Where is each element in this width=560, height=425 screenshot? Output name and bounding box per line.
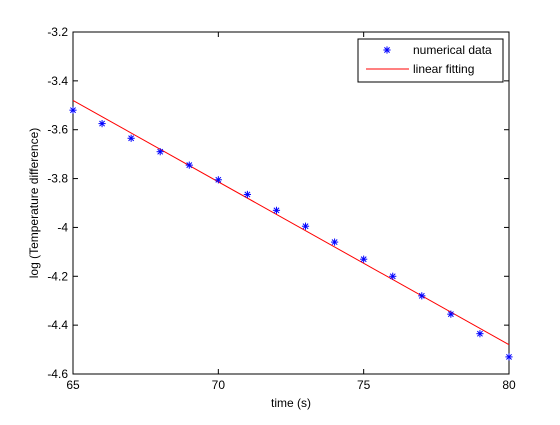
- data-point: [447, 310, 455, 318]
- x-axis-label: time (s): [271, 396, 311, 410]
- data-point: [214, 176, 222, 184]
- asterisk-stroke: [128, 135, 135, 142]
- legend: numerical data linear fitting: [357, 38, 504, 83]
- asterisk-stroke: [186, 162, 193, 169]
- chart-marks: [69, 99, 513, 361]
- plot-area: [72, 31, 510, 375]
- data-point: [476, 330, 484, 338]
- data-point: [127, 134, 135, 142]
- data-point: [505, 353, 513, 361]
- asterisk-stroke: [302, 223, 309, 230]
- legend-marker-numerical-data: [383, 46, 391, 54]
- asterisk-stroke: [447, 311, 454, 318]
- data-point: [389, 272, 397, 280]
- x-tick-label: 80: [502, 378, 516, 392]
- asterisk-stroke: [70, 107, 76, 114]
- y-tick-label: -3.4: [47, 74, 68, 88]
- data-point: [301, 222, 310, 230]
- asterisk-stroke: [215, 176, 222, 183]
- asterisk-stroke: [506, 353, 512, 360]
- y-tick-label: -3.2: [47, 25, 68, 39]
- data-point: [185, 161, 193, 169]
- axis-ticks: 65 70 75 80 -3.2 -3.4 -3.6 -3.8 -4 -4.2 -4.4 -4.6: [47, 25, 516, 392]
- x-tick-label: 65: [66, 378, 80, 392]
- data-point: [272, 206, 281, 214]
- y-tick-label: -4.4: [47, 318, 68, 332]
- asterisk-stroke: [244, 191, 251, 198]
- legend-label: linear fitting: [413, 62, 474, 76]
- data-point: [360, 255, 368, 263]
- x-tick-label: 70: [212, 378, 226, 392]
- asterisk-stroke: [157, 148, 164, 155]
- asterisk-stroke: [99, 120, 106, 127]
- fit-line: [72, 99, 510, 346]
- data-point: [418, 292, 426, 300]
- asterisk-stroke: [331, 239, 338, 246]
- asterisk-stroke: [389, 273, 396, 280]
- data-point: [331, 238, 339, 246]
- asterisk-stroke: [476, 330, 483, 337]
- y-tick-label: -4.2: [47, 269, 68, 283]
- x-tick-label: 75: [357, 378, 371, 392]
- legend-box: [357, 38, 504, 83]
- data-point: [69, 106, 77, 114]
- asterisk-stroke: [384, 47, 390, 53]
- asterisk-stroke: [360, 256, 367, 263]
- y-tick-label: -3.8: [47, 172, 68, 186]
- y-tick-label: -4: [57, 220, 68, 234]
- data-point: [243, 190, 251, 199]
- data-point: [98, 120, 106, 128]
- y-tick-label: -4.6: [47, 367, 68, 381]
- asterisk-stroke: [418, 292, 425, 299]
- data-point: [156, 148, 164, 156]
- legend-label: numerical data: [413, 43, 492, 57]
- y-tick-label: -3.6: [47, 123, 68, 137]
- asterisk-stroke: [273, 207, 280, 214]
- y-axis-label: log (Temperature difference): [27, 128, 41, 279]
